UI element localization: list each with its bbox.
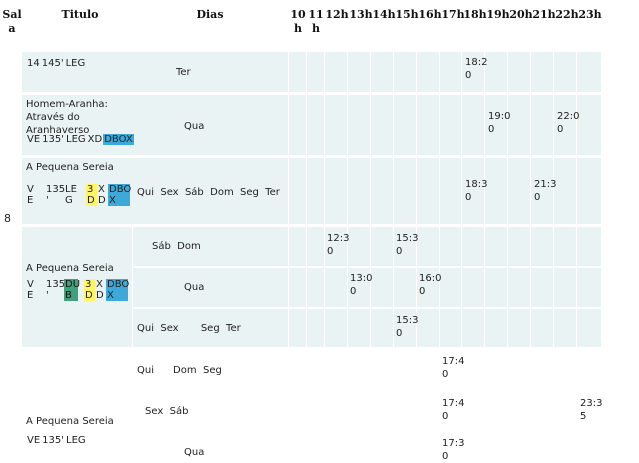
film-4-tags: V E 135 ' DU B 3 D X D DBO X <box>26 279 130 301</box>
film-5-session-3-days: Qua <box>184 447 205 458</box>
session-time[interactable]: 18:2 0 <box>465 57 488 81</box>
session-time[interactable]: 15:3 0 <box>396 315 419 339</box>
tag-xd: XD <box>87 134 103 145</box>
film-4-session-1-days: Sáb Dom <box>152 241 201 252</box>
session-time[interactable]: 12:3 0 <box>327 233 350 257</box>
header-sala: Sal a <box>2 8 22 35</box>
divider <box>324 52 325 347</box>
tag-language: LEG <box>66 435 86 446</box>
divider <box>306 52 307 347</box>
divider <box>370 52 371 347</box>
tag-version: V E <box>27 184 34 206</box>
divider <box>530 52 531 347</box>
divider <box>132 307 601 309</box>
divider <box>439 52 440 347</box>
tag-duration: 135 ' <box>46 279 66 301</box>
tag-xd: X D <box>96 279 104 301</box>
tag-xd: X D <box>98 184 106 206</box>
divider <box>347 52 348 347</box>
film-2-days: Qua <box>184 121 205 132</box>
header-hour-11: 11 h <box>308 8 324 35</box>
tag-duration: 145' <box>41 58 64 69</box>
tag-duration: 135 ' <box>46 184 66 206</box>
tag-3d: 3 D <box>84 279 95 301</box>
header-hour-21: 21h <box>532 8 556 21</box>
film-3-days: Qui Sex Sáb Dom Seg Ter <box>137 187 280 198</box>
divider <box>576 52 577 347</box>
film-5-session-2-days: Sex Sáb <box>145 406 189 417</box>
session-time[interactable]: 15:3 0 <box>396 233 419 257</box>
header-dias: Dias <box>196 8 224 21</box>
film-4-title[interactable]: A Pequena Sereia <box>26 263 114 274</box>
divider <box>288 52 289 347</box>
session-time[interactable]: 17:4 0 <box>442 356 465 380</box>
divider <box>507 52 508 347</box>
session-time[interactable]: 18:3 0 <box>465 179 488 203</box>
tag-3d: 3 D <box>86 184 97 206</box>
film-3-tags: V E 135 ' LE G 3 D X D DBO X <box>26 184 132 206</box>
header-hour-16: 16h <box>418 8 442 21</box>
header-hour-18: 18h <box>463 8 487 21</box>
tag-duration: 135' <box>42 435 65 446</box>
header-hour-12: 12h <box>325 8 349 21</box>
header-hour-10: 10 h <box>290 8 306 35</box>
tag-dbox: DBOX <box>103 134 134 145</box>
tag-language: LEG <box>65 58 86 69</box>
header-hour-19: 19h <box>486 8 510 21</box>
divider <box>553 52 554 347</box>
tag-dbox: DBO X <box>106 279 130 301</box>
header-hour-14: 14h <box>372 8 396 21</box>
film-1-tags: 14 145' LEG <box>26 58 86 69</box>
film-5-session-1-days: Qui Dom Seg <box>137 365 222 376</box>
film-5-tags: VE 135' LEG <box>26 435 87 446</box>
header-hour-15: 15h <box>395 8 419 21</box>
sala-number: 8 <box>4 212 11 225</box>
session-time[interactable]: 13:0 0 <box>350 273 373 297</box>
row-film-1 <box>22 52 601 92</box>
schedule-table: Sal a Titulo Dias 10 h 11 h 12h 13h 14h … <box>2 8 603 462</box>
header-hour-22: 22h <box>555 8 579 21</box>
session-time[interactable]: 21:3 0 <box>534 179 557 203</box>
divider <box>484 52 485 347</box>
row-film-5 <box>22 350 601 452</box>
header-hour-20: 20h <box>509 8 533 21</box>
session-time[interactable]: 19:0 0 <box>488 111 511 135</box>
divider <box>132 266 601 268</box>
film-1-days: Ter <box>176 67 191 78</box>
tag-version: VE <box>27 134 41 145</box>
row-film-2 <box>22 95 601 155</box>
session-time[interactable]: 23:3 5 <box>580 398 603 422</box>
session-time[interactable]: 22:0 0 <box>557 111 580 135</box>
film-4-session-3-days: Qui Sex Seg Ter <box>137 323 241 334</box>
tag-version: VE <box>27 435 41 446</box>
divider <box>393 52 394 347</box>
header-hour-13: 13h <box>349 8 373 21</box>
tag-version: V E <box>27 279 34 301</box>
tag-language: LE G <box>65 184 77 206</box>
header-hour-17: 17h <box>441 8 465 21</box>
session-time[interactable]: 17:4 0 <box>442 398 465 422</box>
divider <box>416 52 417 347</box>
header-titulo: Titulo <box>61 8 99 21</box>
film-5-title[interactable]: A Pequena Sereia <box>26 416 114 427</box>
tag-rating: 14 <box>27 58 40 69</box>
tag-language: LEG <box>66 134 86 145</box>
tag-duration: 135' <box>42 134 65 145</box>
film-2-title[interactable]: Homem-Aranha: Através do Aranhaverso <box>26 99 108 136</box>
divider <box>461 52 462 347</box>
session-time[interactable]: 16:0 0 <box>419 273 442 297</box>
divider <box>132 227 133 347</box>
film-2-tags: VE 135' LEG XD DBOX <box>26 134 134 145</box>
session-time[interactable]: 17:3 0 <box>442 438 465 462</box>
film-3-title[interactable]: A Pequena Sereia <box>26 162 114 173</box>
film-4-session-2-days: Qua <box>184 282 205 293</box>
tag-dub: DU B <box>64 279 81 301</box>
tag-dbox: DBO X <box>108 184 132 206</box>
header-hour-23: 23h <box>578 8 602 21</box>
